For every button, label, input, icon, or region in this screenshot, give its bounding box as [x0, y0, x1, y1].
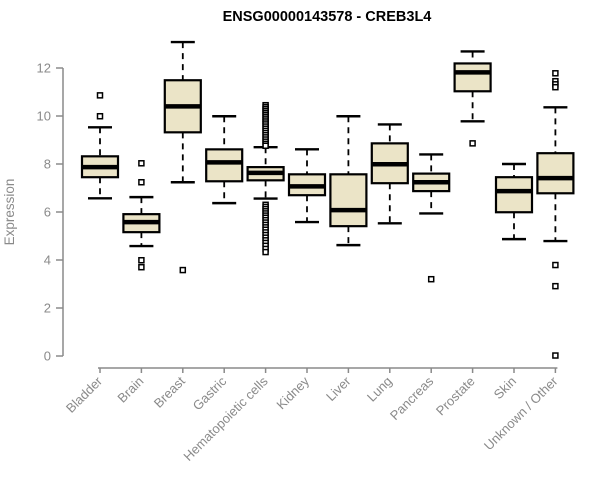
x-tick-label: Bladder	[63, 373, 106, 416]
outlier-point	[427, 275, 435, 283]
boxplot-hematopoietic-cells	[246, 101, 285, 256]
y-tick-label: 2	[44, 301, 51, 316]
boxplot-lung	[370, 123, 409, 225]
boxplot-pancreas	[412, 153, 451, 283]
outlier-point	[469, 140, 476, 147]
x-tick-label: Liver	[323, 373, 354, 404]
y-tick-label: 10	[37, 109, 51, 124]
outlier-point	[179, 266, 187, 274]
y-tick-label: 8	[44, 157, 51, 172]
boxplot-liver	[329, 115, 368, 247]
iqr-box	[494, 176, 534, 214]
x-tick-label: Kidney	[273, 373, 312, 412]
boxplot-unknown-other	[536, 70, 575, 359]
boxplot-bladder	[80, 92, 120, 200]
outlier-point	[138, 178, 145, 186]
y-tick-label: 4	[44, 253, 51, 268]
x-tick-label: Lung	[364, 374, 395, 405]
outlier-point	[552, 70, 559, 77]
boxplot-skin	[494, 162, 534, 241]
outlier-point	[262, 248, 269, 256]
outlier-point	[552, 261, 559, 269]
iqr-box	[536, 152, 575, 195]
boxplot-gastric	[205, 115, 244, 205]
x-tick-label: Breast	[151, 373, 188, 410]
x-tick-label: Prostate	[433, 374, 478, 419]
outlier-point	[96, 92, 104, 99]
outlier-point	[138, 160, 145, 167]
outlier-point	[138, 256, 145, 264]
y-tick-label: 6	[44, 205, 51, 220]
outlier-point	[262, 142, 269, 150]
outlier-point	[552, 83, 559, 91]
x-tick-label: Brain	[114, 374, 146, 406]
iqr-box	[453, 62, 492, 93]
boxplot-prostate	[453, 50, 492, 147]
x-tick-label: Pancreas	[387, 373, 437, 423]
outlier-point	[552, 282, 559, 290]
x-tick-label: Skin	[491, 374, 519, 402]
x-tick-label: Gastric	[190, 373, 230, 413]
boxplot-brain	[122, 160, 161, 271]
x-tick-label: Unknown / Other	[481, 373, 561, 453]
y-axis-label: Expression	[2, 179, 17, 246]
y-tick-label: 0	[44, 349, 51, 364]
y-tick-label: 12	[37, 61, 51, 76]
outlier-point	[138, 263, 145, 271]
boxplot-breast	[163, 40, 202, 274]
iqr-box	[329, 173, 368, 228]
boxplot-kidney	[287, 148, 327, 224]
outlier-point	[96, 112, 104, 120]
chart-title: ENSG00000143578 - CREB3L4	[223, 9, 432, 25]
outlier-point	[552, 352, 559, 359]
iqr-box	[205, 148, 244, 183]
